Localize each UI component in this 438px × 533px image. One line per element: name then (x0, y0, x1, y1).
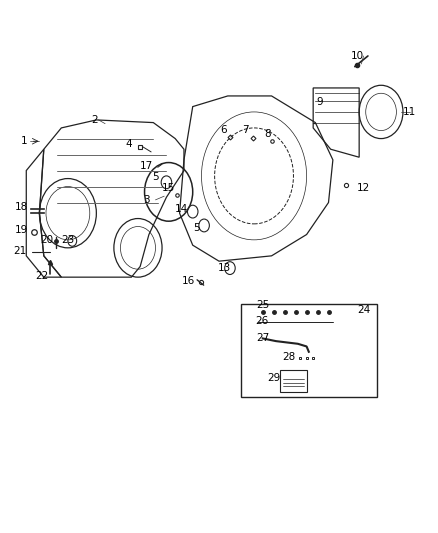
Text: 5: 5 (193, 223, 200, 233)
Text: 24: 24 (357, 305, 370, 315)
Text: 16: 16 (182, 276, 195, 286)
Text: 11: 11 (403, 107, 416, 117)
Text: 26: 26 (255, 316, 268, 326)
Text: 17: 17 (140, 161, 153, 171)
Text: 29: 29 (267, 374, 280, 383)
Text: 7: 7 (242, 125, 249, 134)
Text: 10: 10 (350, 51, 364, 61)
Text: 15: 15 (162, 183, 175, 192)
Text: 13: 13 (218, 263, 231, 272)
Text: 4: 4 (126, 139, 133, 149)
Text: 21: 21 (13, 246, 26, 255)
Text: 5: 5 (152, 172, 159, 182)
Text: 8: 8 (264, 130, 271, 139)
Text: 25: 25 (256, 300, 269, 310)
Text: 23: 23 (61, 235, 74, 245)
Text: 6: 6 (220, 125, 227, 134)
Text: 2: 2 (91, 115, 98, 125)
Text: 3: 3 (143, 195, 150, 205)
Text: 27: 27 (256, 334, 269, 343)
Text: 12: 12 (357, 183, 370, 192)
Text: 18: 18 (14, 202, 28, 212)
Text: 1: 1 (21, 136, 28, 146)
Text: 28: 28 (283, 352, 296, 362)
Text: 14: 14 (175, 204, 188, 214)
Text: 19: 19 (14, 225, 28, 235)
Text: 20: 20 (41, 235, 54, 245)
Text: 9: 9 (316, 98, 323, 107)
Text: 22: 22 (35, 271, 48, 281)
